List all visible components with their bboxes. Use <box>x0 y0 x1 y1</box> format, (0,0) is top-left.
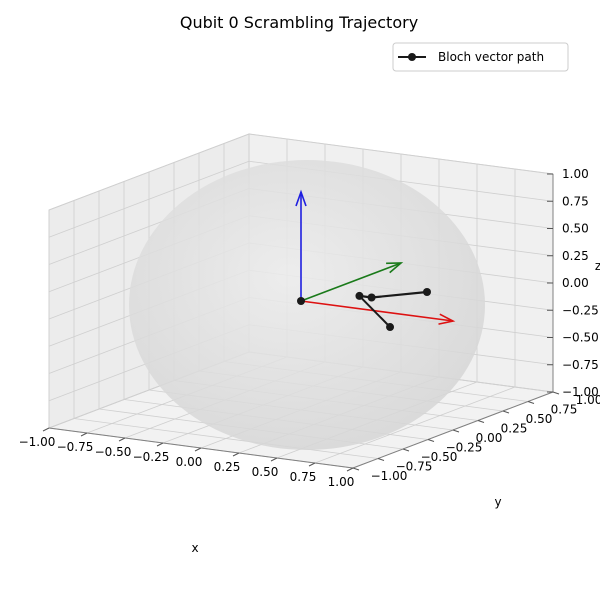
z-tick-label: 0.50 <box>562 222 589 236</box>
x-tick-label: 0.00 <box>176 455 203 469</box>
legend-box <box>392 42 569 72</box>
y-tick-label: −1.00 <box>371 469 408 483</box>
x-tick-label: −0.50 <box>95 445 132 459</box>
trajectory-layer <box>297 288 431 332</box>
x-basis-arrowhead <box>438 313 456 325</box>
x-tick-mark <box>118 437 126 442</box>
x-tick-label: 0.25 <box>214 460 241 474</box>
x-tick-mark <box>42 427 50 432</box>
left-wall-grid-line-z <box>48 133 250 211</box>
y-axis-label: y <box>494 495 501 509</box>
x-tick-label: −0.25 <box>133 450 170 464</box>
z-tick-label: 0.75 <box>562 194 589 208</box>
z-tick-label: 0.00 <box>562 276 589 290</box>
z-tick-label: 1.00 <box>562 167 589 181</box>
y-tick-mark <box>552 391 560 395</box>
back-wall-grid-line-z <box>248 133 554 175</box>
trajectory-point <box>297 297 305 305</box>
y-tick-label: −0.75 <box>396 460 433 474</box>
x-tick-label: −1.00 <box>19 435 56 449</box>
floor-grid-line-x <box>314 386 516 464</box>
legend: Bloch vector path <box>392 42 569 72</box>
trajectory-segment <box>358 295 391 328</box>
y-tick-label: 1.00 <box>576 393 600 407</box>
x-tick-label: −0.75 <box>57 440 94 454</box>
left-wall-grid-line-z <box>48 160 250 238</box>
bloch-sphere <box>129 160 485 450</box>
y-tick-mark <box>477 420 485 423</box>
trajectory-point <box>355 291 364 300</box>
y-tick-label: 0.50 <box>526 412 553 426</box>
y-tick-label: 0.25 <box>501 422 528 436</box>
x-axis-label: x <box>191 541 198 555</box>
x-tick-label: 1.00 <box>328 475 355 489</box>
z-tick-label: 0.25 <box>562 249 589 263</box>
trajectory-point <box>423 288 431 296</box>
x-tick-label: 0.75 <box>290 470 317 484</box>
x-tick-mark <box>346 467 354 472</box>
sphere-layer <box>129 160 485 450</box>
y-tick-label: −0.50 <box>421 450 458 464</box>
chart-title: Qubit 0 Scrambling Trajectory <box>180 13 418 32</box>
z-basis-arrowhead <box>295 189 307 207</box>
trajectory-point <box>367 293 376 302</box>
x-tick-mark <box>80 432 88 437</box>
y-tick-label: −0.25 <box>446 441 483 455</box>
y-tick-mark <box>352 467 360 471</box>
y-tick-mark <box>377 458 385 461</box>
x-tick-mark <box>232 452 240 457</box>
x-tick-mark <box>308 462 316 467</box>
basis-vectors <box>295 189 456 325</box>
y-tick-label: 0.00 <box>476 431 503 445</box>
y-tick-mark <box>402 448 410 452</box>
y-tick-mark <box>527 401 535 404</box>
y-basis-vector <box>300 262 402 302</box>
z-tick-label: −0.50 <box>562 331 599 345</box>
y-tick-mark <box>427 439 435 442</box>
y-tick-label: 0.75 <box>551 403 578 417</box>
tick-labels: −1.00−1.00−1.00−0.75−0.75−0.75−0.50 −0.50… <box>19 167 600 489</box>
z-tick-label: −1.00 <box>562 385 599 399</box>
z-tick-label: −0.75 <box>562 358 599 372</box>
z-tick-label: −0.25 <box>562 303 599 317</box>
y-basis-arrowhead <box>386 262 404 274</box>
legend-label: Bloch vector path <box>438 50 544 64</box>
x-tick-mark <box>270 457 278 462</box>
y-tick-mark <box>452 429 460 433</box>
y-tick-mark <box>502 410 510 414</box>
x-tick-mark <box>194 447 202 452</box>
x-basis-vector <box>300 300 454 322</box>
legend-marker-swatch <box>408 53 416 61</box>
z-axis-label: z <box>595 259 600 273</box>
trajectory-point <box>386 323 395 332</box>
x-tick-label: 0.50 <box>252 465 279 479</box>
x-tick-mark <box>156 442 164 447</box>
